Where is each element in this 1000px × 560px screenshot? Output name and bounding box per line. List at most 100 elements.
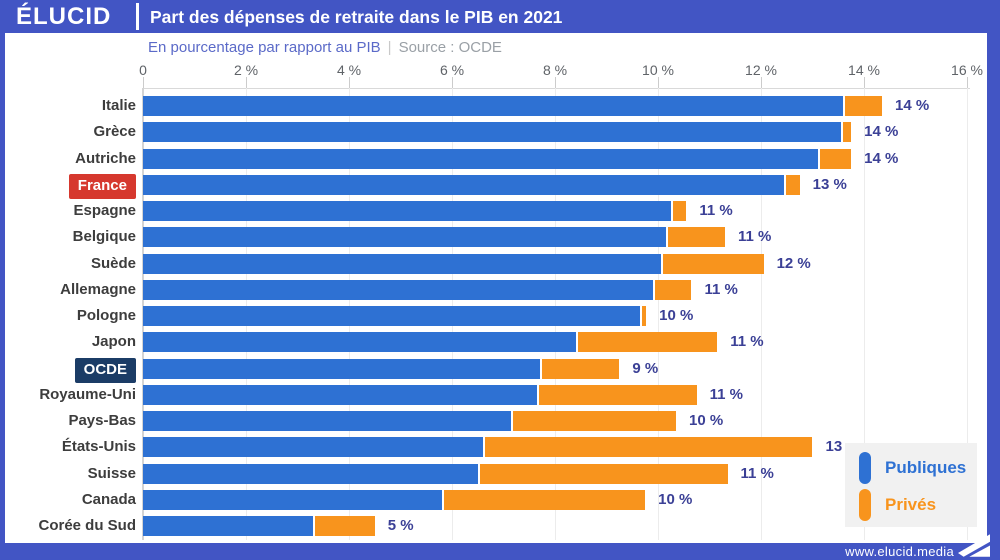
x-tick-label: 0 xyxy=(139,62,147,78)
bar-segment-public xyxy=(143,516,313,536)
bar-value-label: 12 % xyxy=(776,254,811,272)
x-tick-label: 14 % xyxy=(848,62,880,78)
row-label: Japon xyxy=(91,333,136,351)
row-label: Canada xyxy=(81,490,136,508)
bar-segment-public xyxy=(143,437,483,458)
bar-segment-private xyxy=(639,306,647,326)
bar-segment-private xyxy=(482,437,813,458)
bar-segment-private xyxy=(817,148,852,169)
chart-legend: Publiques Privés xyxy=(845,443,977,527)
elucid-flag-icon xyxy=(958,534,990,557)
bar-segment-private xyxy=(511,411,677,431)
row-label: Grèce xyxy=(93,123,136,141)
x-tick-label: 4 % xyxy=(336,62,362,78)
bar-value-label: 13 % xyxy=(812,175,847,193)
legend-label-publiques: Publiques xyxy=(885,458,967,477)
bar-segment-private xyxy=(477,463,728,484)
bar-segment-public xyxy=(143,253,661,274)
subtitle-source: Source : OCDE xyxy=(398,39,502,56)
bar-segment-public xyxy=(143,96,844,116)
row-label: France xyxy=(8,173,136,199)
bar-segment-public xyxy=(143,306,640,326)
row-label: Suisse xyxy=(87,464,136,482)
row-label: Autriche xyxy=(75,149,136,167)
bar-segment-private xyxy=(665,227,725,248)
bar-value-label: 13 xyxy=(825,438,843,456)
bar-segment-public xyxy=(143,358,540,379)
row-label: États-Unis xyxy=(61,438,136,456)
bar-value-label: 14 % xyxy=(864,149,899,167)
x-tick-label: 16 % xyxy=(951,62,983,78)
bar-segment-public xyxy=(143,463,478,484)
bar-segment-private xyxy=(539,358,620,379)
legend-item-prives: Privés xyxy=(859,488,936,522)
gridline xyxy=(967,88,968,540)
bar-value-label: 11 % xyxy=(737,228,772,246)
x-tick-label: 8 % xyxy=(542,62,568,78)
x-tick-mark xyxy=(967,77,968,88)
legend-label-prives: Privés xyxy=(885,495,937,514)
bar-segment-public xyxy=(143,332,576,353)
bar-segment-public xyxy=(143,122,841,143)
bar-value-label: 11 % xyxy=(704,280,738,298)
bar-segment-private xyxy=(312,516,375,536)
bar-value-label: 10 % xyxy=(659,307,694,324)
ocde-badge: OCDE xyxy=(74,357,136,383)
row-label: Pays-Bas xyxy=(68,412,136,429)
website-url: www.elucid.media xyxy=(845,544,954,559)
x-tick-mark xyxy=(143,77,144,88)
row-label: Royaume-Uni xyxy=(39,385,136,403)
bar-segment-private xyxy=(660,253,764,274)
bar-segment-private xyxy=(536,384,697,405)
bar-segment-public xyxy=(143,279,653,300)
row-label: Belgique xyxy=(72,228,136,246)
row-label: Pologne xyxy=(76,307,136,324)
prives-marker-icon xyxy=(859,489,871,521)
subtitle-unit: En pourcentage par rapport au PIB xyxy=(148,39,381,56)
row-label: Suède xyxy=(90,254,136,272)
x-tick-mark xyxy=(761,77,762,88)
bar-segment-public xyxy=(143,174,785,195)
row-label: Espagne xyxy=(73,202,136,219)
x-tick-label: 2 % xyxy=(233,62,259,78)
x-tick-mark xyxy=(349,77,350,88)
x-tick-label: 6 % xyxy=(439,62,465,78)
bar-value-label: 10 % xyxy=(689,412,724,429)
x-tick-label: 12 % xyxy=(745,62,777,78)
row-label: Allemagne xyxy=(60,280,136,298)
bar-segment-private xyxy=(843,96,883,116)
bar-segment-public xyxy=(143,201,671,221)
bar-value-label: 9 % xyxy=(632,359,659,377)
bar-value-label: 11 % xyxy=(709,385,743,403)
publiques-marker-icon xyxy=(859,452,871,484)
bar-segment-private xyxy=(652,279,692,300)
legend-item-publiques: Publiques xyxy=(859,451,966,485)
x-tick-label: 10 % xyxy=(642,62,674,78)
france-badge: France xyxy=(68,173,136,199)
row-label: OCDE xyxy=(8,357,136,383)
bar-value-label: 14 % xyxy=(864,123,899,141)
page-title: Part des dépenses de retraite dans le PI… xyxy=(150,7,563,27)
row-label: Corée du Sud xyxy=(38,517,136,534)
bar-segment-private xyxy=(575,332,718,353)
bar-segment-public xyxy=(143,411,512,431)
bar-segment-private xyxy=(784,174,800,195)
x-tick-mark xyxy=(555,77,556,88)
bar-value-label: 14 % xyxy=(895,97,930,114)
x-tick-mark xyxy=(658,77,659,88)
bar-segment-public xyxy=(143,489,442,510)
subtitle-separator: | xyxy=(387,39,392,56)
bar-segment-public xyxy=(143,384,537,405)
bar-segment-private xyxy=(441,489,646,510)
bar-value-label: 5 % xyxy=(387,517,414,534)
header-bar: ÉLUCID Part des dépenses de retraite dan… xyxy=(0,0,1000,33)
chart-subtitle: En pourcentage par rapport au PIB | Source… xyxy=(148,39,502,57)
bar-value-label: 11 % xyxy=(730,333,764,351)
bar-segment-private xyxy=(840,122,852,143)
x-tick-mark xyxy=(246,77,247,88)
x-axis-line xyxy=(143,88,970,89)
bar-value-label: 11 % xyxy=(740,464,774,482)
gridline xyxy=(761,88,762,540)
x-tick-mark xyxy=(452,77,453,88)
